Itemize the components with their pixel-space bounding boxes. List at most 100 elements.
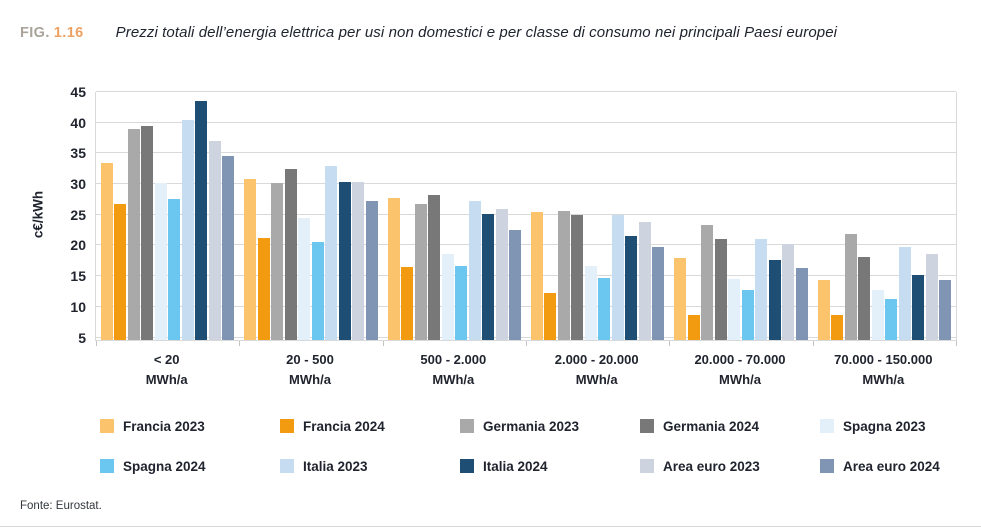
bar <box>598 278 611 340</box>
bar <box>831 315 844 340</box>
bar-groups <box>96 92 956 340</box>
legend-swatch <box>820 459 834 473</box>
bar <box>271 183 284 340</box>
gridline <box>96 244 956 246</box>
bar <box>181 119 194 340</box>
legend-label: Italia 2023 <box>303 458 368 474</box>
x-axis-label-range: 20.000 - 70.000 <box>694 352 786 367</box>
bar <box>495 209 508 340</box>
x-axis-tick <box>956 341 957 346</box>
bar <box>795 267 808 340</box>
bar-group <box>96 92 239 340</box>
legend-swatch <box>100 419 114 433</box>
figure-label: FIG. 1.16 <box>20 25 84 41</box>
y-tick-label: 15 <box>70 268 86 285</box>
x-axis-label: 2.000 - 20.000 MWh/a <box>525 350 668 390</box>
y-tick-label: 45 <box>70 84 86 100</box>
bar <box>674 258 687 340</box>
bar <box>414 203 427 340</box>
bar <box>625 236 638 340</box>
legend-label: Francia 2023 <box>123 418 205 434</box>
legend-swatch <box>280 459 294 473</box>
bar <box>195 100 208 340</box>
bar <box>817 279 830 340</box>
legend-item: Italia 2024 <box>460 454 640 478</box>
x-axis-label-unit: MWh/a <box>719 372 761 387</box>
bar <box>311 241 324 340</box>
bar <box>100 162 113 340</box>
bar <box>365 200 378 340</box>
bar <box>939 279 952 340</box>
x-axis-label-range: < 20 <box>153 352 180 367</box>
legend-swatch <box>100 459 114 473</box>
bar <box>701 224 714 340</box>
gridline <box>96 121 956 123</box>
x-axis-label: 20.000 - 70.000 MWh/a <box>668 350 811 390</box>
figure-label-prefix: FIG. <box>20 25 50 41</box>
bar <box>741 290 754 340</box>
legend-label: Spagna 2024 <box>123 458 206 474</box>
bar <box>544 293 557 340</box>
bar <box>114 203 127 340</box>
y-tick-label: 30 <box>70 176 86 193</box>
x-axis-label-unit: MWh/a <box>862 372 905 387</box>
bar <box>611 215 624 340</box>
legend-item: Italia 2023 <box>280 454 460 478</box>
bar <box>352 182 365 340</box>
bar <box>154 182 167 340</box>
chart-legend: Francia 2023 Francia 2024 Germania 2023 Ger… <box>100 414 981 478</box>
legend-label: Germania 2024 <box>663 418 760 434</box>
bar <box>714 238 727 340</box>
figure-title: Prezzi totali dell’energia elettrica per… <box>115 24 838 41</box>
plot-area <box>95 91 957 346</box>
bar <box>257 238 270 340</box>
bar <box>844 233 857 340</box>
legend-label: Italia 2024 <box>483 458 548 474</box>
bar <box>482 213 495 340</box>
bar <box>401 266 414 340</box>
legend-label: Francia 2024 <box>303 418 385 434</box>
bar <box>168 198 181 340</box>
legend-label: Area euro 2024 <box>843 458 940 474</box>
legend-item: Germania 2024 <box>640 414 820 438</box>
legend-item: Area euro 2024 <box>820 454 981 478</box>
bar <box>530 211 543 340</box>
legend-label: Area euro 2023 <box>663 458 760 474</box>
bar-group <box>383 92 526 340</box>
bar <box>898 247 911 340</box>
bar <box>441 254 454 340</box>
legend-swatch <box>460 459 474 473</box>
legend-item: Spagna 2023 <box>820 414 981 438</box>
bar <box>338 181 351 340</box>
bar-group <box>239 92 382 340</box>
source-note: Fonte: Eurostat. <box>20 500 102 512</box>
bar <box>687 315 700 340</box>
legend-label: Germania 2023 <box>483 418 580 434</box>
legend-item: Area euro 2023 <box>640 454 820 478</box>
x-axis-label: 70.000 - 150.000 MWh/a <box>812 350 955 390</box>
figure-header: FIG. 1.16 Prezzi totali dell’energia elet… <box>20 24 965 41</box>
bar <box>509 229 522 340</box>
bar <box>387 198 400 340</box>
gridline <box>96 183 956 185</box>
bar-group <box>526 92 669 340</box>
legend-item: Germania 2023 <box>460 414 640 438</box>
gridline <box>96 275 956 277</box>
bar <box>141 126 154 340</box>
bar <box>728 278 741 340</box>
bar <box>885 298 898 340</box>
gridline <box>96 336 956 338</box>
bar <box>912 274 925 340</box>
bar <box>244 179 257 340</box>
bar-group <box>813 92 956 340</box>
legend-item: Spagna 2024 <box>100 454 280 478</box>
x-axis-label-range: 500 - 2.000 <box>420 352 487 367</box>
bar <box>652 246 665 340</box>
bar <box>925 254 938 340</box>
bar <box>782 243 795 340</box>
legend-label: Spagna 2023 <box>843 418 926 434</box>
bar <box>284 168 297 340</box>
legend-swatch <box>640 419 654 433</box>
x-axis-label-range: 20 - 500 <box>286 352 334 367</box>
